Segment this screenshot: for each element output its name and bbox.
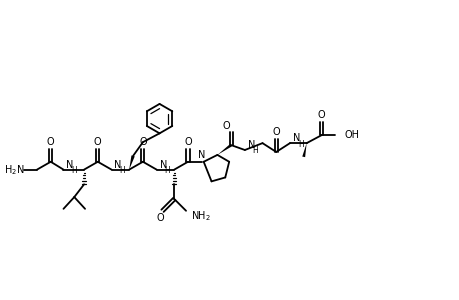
Polygon shape xyxy=(129,155,134,170)
Text: O: O xyxy=(272,128,280,137)
Text: O: O xyxy=(317,110,325,120)
Text: O: O xyxy=(94,137,101,147)
Polygon shape xyxy=(302,143,306,157)
Text: OH: OH xyxy=(344,130,359,140)
Text: O: O xyxy=(139,137,146,147)
Text: O: O xyxy=(184,137,191,147)
Text: H: H xyxy=(71,166,77,175)
Text: N: N xyxy=(292,133,300,143)
Text: H: H xyxy=(252,146,258,155)
Text: N: N xyxy=(247,140,255,150)
Text: N: N xyxy=(66,160,73,170)
Text: N: N xyxy=(114,160,122,170)
Text: O: O xyxy=(222,122,230,131)
Text: H: H xyxy=(119,166,125,175)
Text: H: H xyxy=(164,166,170,175)
Text: H$_2$N: H$_2$N xyxy=(4,163,24,176)
Polygon shape xyxy=(217,144,231,155)
Text: N: N xyxy=(198,150,205,160)
Text: NH$_2$: NH$_2$ xyxy=(190,209,210,223)
Text: N: N xyxy=(159,160,167,170)
Text: O: O xyxy=(47,137,55,147)
Text: H: H xyxy=(297,140,303,148)
Text: O: O xyxy=(157,213,164,223)
